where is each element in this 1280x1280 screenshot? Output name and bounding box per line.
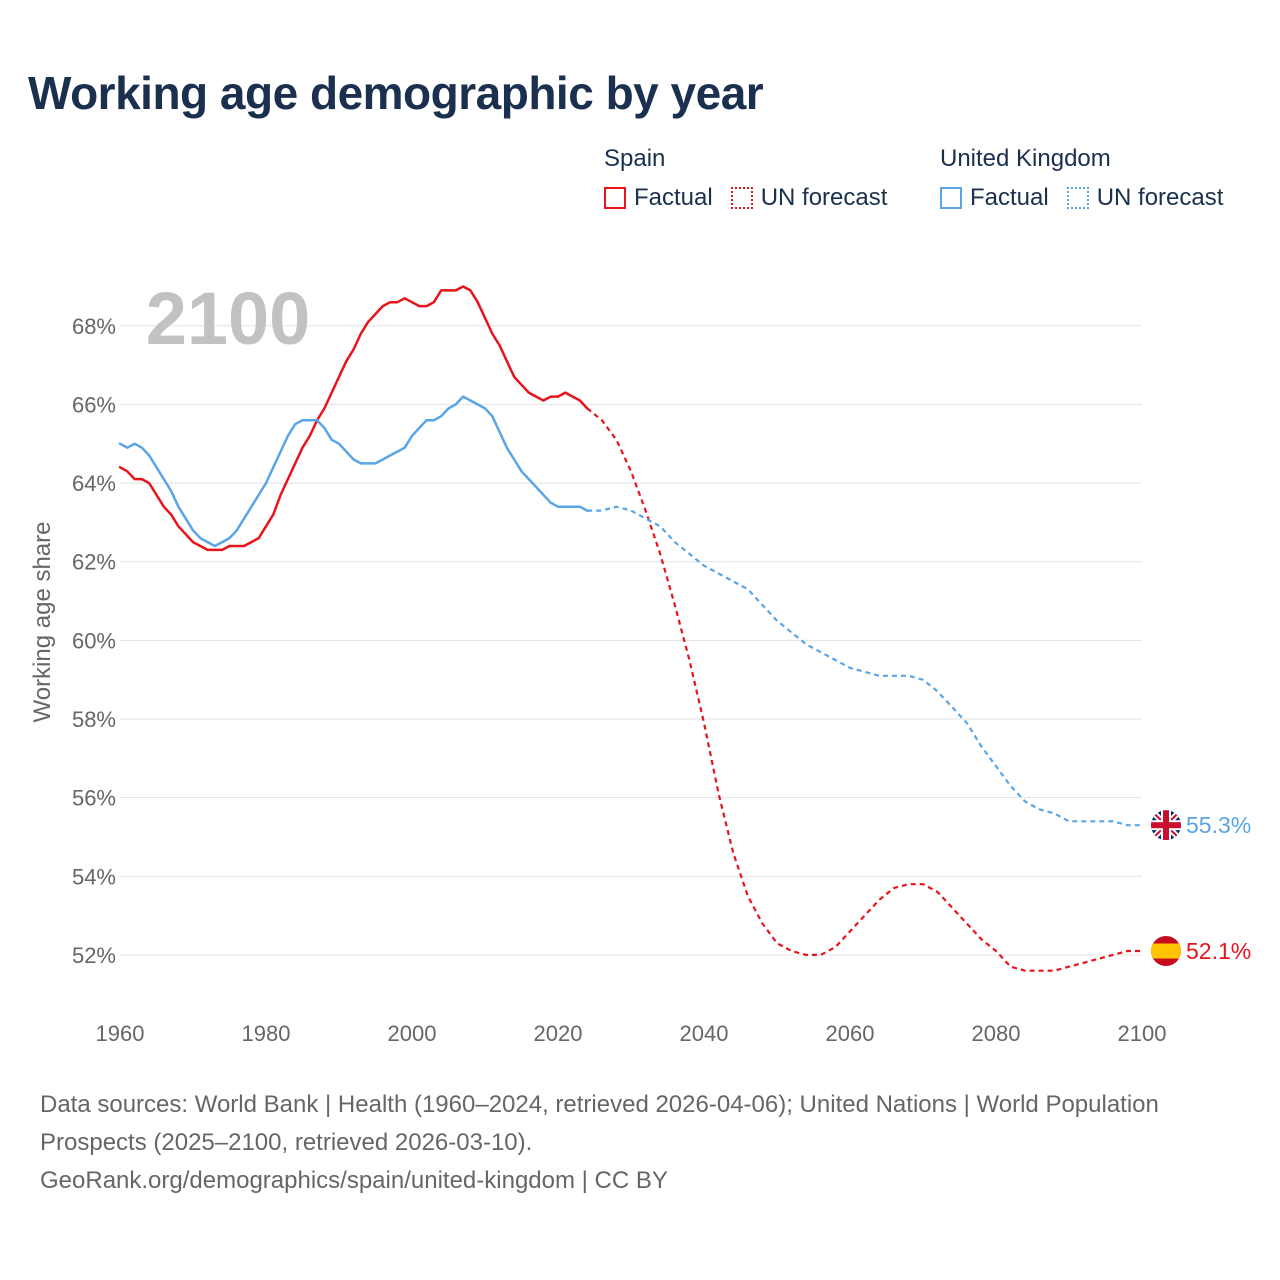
chart-title: Working age demographic by year	[28, 67, 764, 119]
legend-spain-forecast-swatch	[730, 187, 753, 209]
axis-layer: 52% 54% 56% 58% 60% 62% 64% 66% 68% 1960 1980 2000 2…	[72, 314, 1167, 1046]
legend-spain-forecast-label: UN forecast	[760, 184, 888, 211]
end-markers: 52.1% 55.3%	[1151, 810, 1251, 967]
y-tick-label: 52%	[72, 943, 116, 968]
x-tick-label: 2060	[826, 1021, 875, 1046]
united-kingdom-forecast-line[interactable]	[587, 505, 1142, 827]
y-tick-label: 60%	[72, 628, 116, 653]
uk-flag-icon	[1151, 810, 1181, 841]
line-chart: 2100 52% 54% 56% 58% 60% 62% 64% 66% 68% 1960 1980…	[29, 277, 1251, 1046]
y-tick-label: 66%	[72, 392, 116, 417]
spain-end-value-label: 52.1%	[1186, 938, 1251, 964]
x-tick-label: 1980	[242, 1021, 291, 1046]
y-tick-label: 62%	[72, 550, 116, 575]
footer-sources: Data sources: World Bank | Health (1960–…	[40, 1091, 1159, 1156]
spain-forecast-line[interactable]	[586, 407, 1142, 972]
legend-spain-country: Spain	[604, 145, 666, 172]
footer: Data sources: World Bank | Health (1960–…	[40, 1086, 1240, 1200]
x-tick-label: 2020	[534, 1021, 583, 1046]
y-tick-label: 58%	[72, 707, 116, 732]
spain-flag-icon	[1151, 936, 1181, 967]
y-tick-label: 56%	[72, 786, 116, 811]
x-tick-label: 2040	[680, 1021, 729, 1046]
x-tick-label: 2000	[388, 1021, 437, 1046]
legend-uk: United Kingdom Factual UN forecast	[940, 142, 1241, 212]
legend-uk-forecast[interactable]: UN forecast	[1066, 184, 1224, 212]
series-layer	[118, 285, 1142, 972]
legend-uk-factual-label: Factual	[970, 184, 1049, 211]
legend-uk-factual[interactable]: Factual	[940, 184, 1049, 212]
legend-spain-forecast[interactable]: UN forecast	[730, 184, 888, 212]
x-tick-label: 2100	[1118, 1021, 1167, 1046]
legend-spain: Spain Factual UN forecast	[604, 142, 905, 212]
legend-spain-factual[interactable]: Factual	[604, 184, 713, 212]
united-kingdom-end-value-label: 55.3%	[1186, 812, 1251, 838]
spain-factual-line[interactable]	[118, 285, 589, 552]
legend-uk-country: United Kingdom	[940, 145, 1111, 172]
united-kingdom-factual-line[interactable]	[118, 395, 589, 548]
legend-uk-forecast-label: UN forecast	[1096, 184, 1224, 211]
grid-layer	[120, 325, 1142, 956]
y-tick-label: 54%	[72, 864, 116, 889]
footer-link[interactable]: GeoRank.org/demographics/spain/united-ki…	[40, 1167, 668, 1194]
x-tick-label: 2080	[972, 1021, 1021, 1046]
legend-spain-factual-swatch	[604, 187, 626, 209]
year-overlay: 2100	[146, 277, 311, 360]
x-tick-label: 1960	[96, 1021, 145, 1046]
y-tick-label: 64%	[72, 471, 116, 496]
legend-uk-factual-swatch	[940, 187, 962, 209]
legend-spain-factual-label: Factual	[634, 184, 713, 211]
y-axis-label: Working age share	[29, 522, 56, 723]
y-tick-label: 68%	[72, 314, 116, 339]
legend-uk-forecast-swatch	[1066, 187, 1089, 209]
